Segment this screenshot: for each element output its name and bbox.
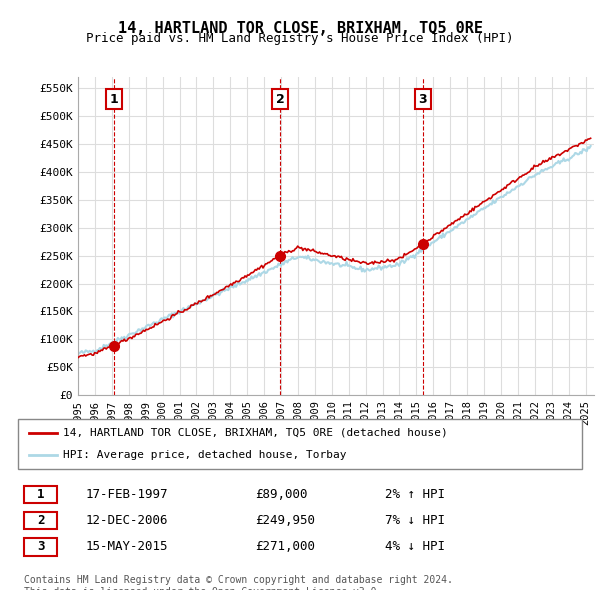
Text: 2% ↑ HPI: 2% ↑ HPI	[385, 488, 445, 501]
Text: 14, HARTLAND TOR CLOSE, BRIXHAM, TQ5 0RE: 14, HARTLAND TOR CLOSE, BRIXHAM, TQ5 0RE	[118, 21, 482, 35]
FancyBboxPatch shape	[23, 512, 58, 529]
Text: HPI: Average price, detached house, Torbay: HPI: Average price, detached house, Torb…	[63, 450, 347, 460]
Text: 1: 1	[109, 93, 118, 106]
Text: 15-MAY-2015: 15-MAY-2015	[86, 540, 168, 553]
Text: Price paid vs. HM Land Registry's House Price Index (HPI): Price paid vs. HM Land Registry's House …	[86, 32, 514, 45]
Text: 4% ↓ HPI: 4% ↓ HPI	[385, 540, 445, 553]
Text: £271,000: £271,000	[255, 540, 315, 553]
Text: 3: 3	[37, 540, 44, 553]
FancyBboxPatch shape	[18, 419, 582, 469]
Text: 14, HARTLAND TOR CLOSE, BRIXHAM, TQ5 0RE (detached house): 14, HARTLAND TOR CLOSE, BRIXHAM, TQ5 0RE…	[63, 428, 448, 438]
Text: 12-DEC-2006: 12-DEC-2006	[86, 514, 168, 527]
Text: Contains HM Land Registry data © Crown copyright and database right 2024.
This d: Contains HM Land Registry data © Crown c…	[24, 575, 453, 590]
Text: 7% ↓ HPI: 7% ↓ HPI	[385, 514, 445, 527]
Text: 3: 3	[418, 93, 427, 106]
Text: 1: 1	[37, 488, 44, 501]
Text: 17-FEB-1997: 17-FEB-1997	[86, 488, 168, 501]
Text: £249,950: £249,950	[255, 514, 315, 527]
Text: 2: 2	[37, 514, 44, 527]
Text: 2: 2	[276, 93, 284, 106]
FancyBboxPatch shape	[23, 486, 58, 503]
Text: £89,000: £89,000	[255, 488, 307, 501]
FancyBboxPatch shape	[23, 538, 58, 556]
